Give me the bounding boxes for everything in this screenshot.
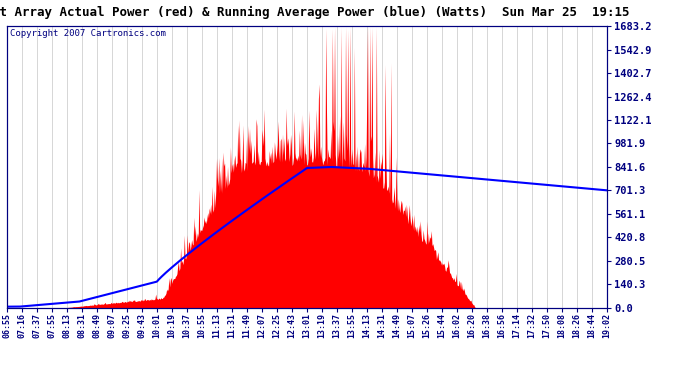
Text: East Array Actual Power (red) & Running Average Power (blue) (Watts)  Sun Mar 25: East Array Actual Power (red) & Running … xyxy=(0,6,630,19)
Text: Copyright 2007 Cartronics.com: Copyright 2007 Cartronics.com xyxy=(10,29,166,38)
